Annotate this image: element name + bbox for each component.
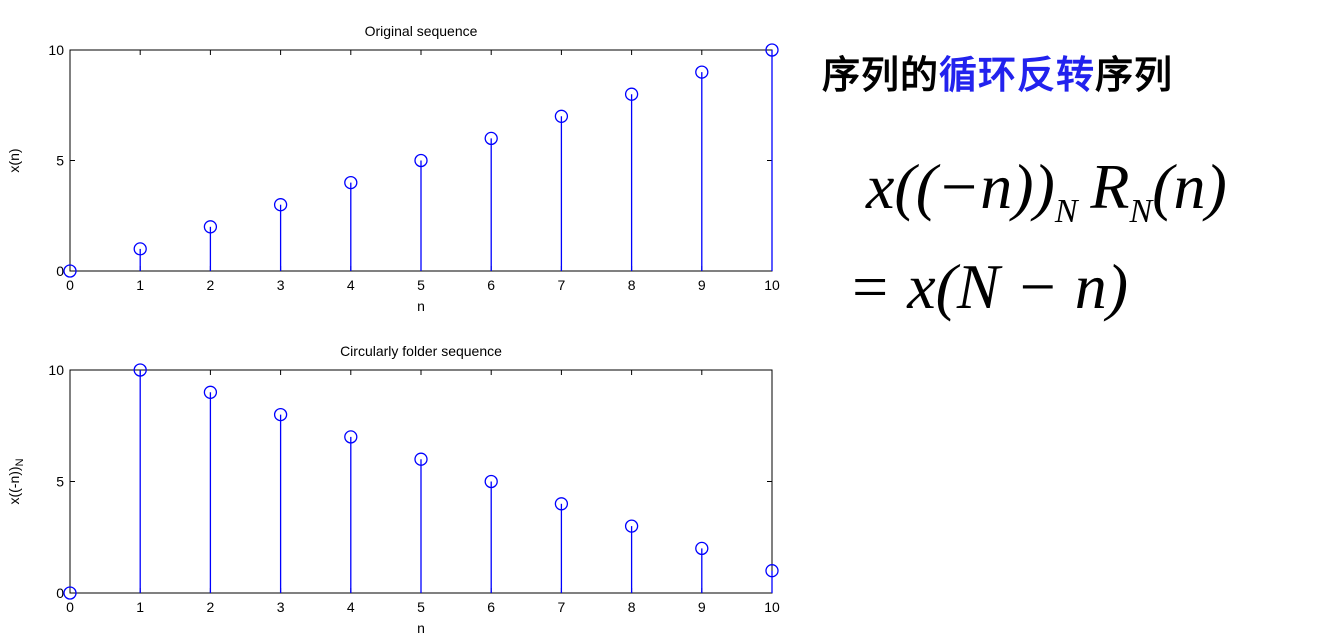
- formula-part-c: (n): [1152, 151, 1227, 222]
- stem-marker: [765, 564, 779, 578]
- y-axis-label: x((-n))N: [6, 458, 26, 504]
- x-tick-label: 9: [698, 277, 706, 293]
- stem-marker: [63, 264, 77, 278]
- stem-marker: [695, 541, 709, 556]
- y-tick-label: 5: [56, 474, 64, 490]
- stem-marker: [344, 430, 358, 444]
- stem-marker: [63, 586, 77, 600]
- stem-marker: [414, 153, 428, 168]
- x-tick-label: 8: [628, 277, 636, 293]
- formula-part-b: R: [1090, 151, 1130, 222]
- stem-marker: [203, 385, 218, 399]
- x-tick-label: 4: [347, 277, 355, 293]
- x-tick-label: 7: [558, 277, 566, 293]
- stem-marker: [554, 109, 569, 123]
- y-tick-label: 0: [56, 263, 64, 279]
- y-tick-label: 10: [48, 42, 64, 58]
- x-tick-label: 10: [764, 277, 780, 293]
- stem-marker: [414, 452, 428, 466]
- heading-highlight: 循环反转: [939, 53, 1096, 97]
- stem-marker: [624, 87, 639, 101]
- formula-line-1: x((−n))N RN(n): [866, 150, 1227, 231]
- stem-marker: [624, 519, 639, 533]
- chart-title: Original sequence: [365, 23, 478, 39]
- heading-suffix: 序列: [1095, 53, 1174, 97]
- x-tick-label: 3: [277, 599, 285, 615]
- stem-marker: [695, 65, 709, 79]
- x-axis-label: n: [417, 298, 425, 314]
- x-tick-label: 1: [136, 277, 144, 293]
- stem-marker: [273, 407, 288, 422]
- formula-line-2: = x(N − n): [848, 250, 1128, 324]
- y-tick-label: 10: [48, 362, 64, 378]
- x-tick-label: 5: [417, 277, 425, 293]
- x-tick-label: 2: [207, 277, 215, 293]
- stem-marker: [344, 175, 358, 190]
- x-tick-label: 0: [66, 599, 74, 615]
- stem-marker: [133, 363, 147, 377]
- stem-marker: [765, 43, 779, 57]
- formula-line-2-text: = x(N − n): [848, 251, 1129, 322]
- y-tick-label: 5: [56, 153, 64, 169]
- heading: 序列的循环反转序列: [822, 44, 1173, 99]
- y-axis-label: x(n): [6, 148, 22, 172]
- y-tick-label: 0: [56, 585, 64, 601]
- stem-marker: [203, 220, 218, 234]
- x-tick-label: 8: [628, 599, 636, 615]
- x-tick-label: 6: [487, 277, 495, 293]
- x-axis-label: n: [417, 620, 425, 636]
- x-tick-label: 9: [698, 599, 706, 615]
- x-tick-label: 0: [66, 277, 74, 293]
- stem-marker: [484, 474, 498, 489]
- x-tick-label: 6: [487, 599, 495, 615]
- x-tick-label: 5: [417, 599, 425, 615]
- chart-2: Circularly folder sequence 0 1 2 3 4 5 6 7 8 9 10 0 5…: [6, 343, 780, 636]
- stem-marker: [484, 131, 498, 146]
- chart-title: Circularly folder sequence: [340, 343, 502, 359]
- x-tick-label: 10: [764, 599, 780, 615]
- stem-marker: [133, 242, 147, 256]
- heading-prefix: 序列的: [822, 53, 940, 97]
- x-tick-label: 4: [347, 599, 355, 615]
- formula-sub-2: N: [1129, 193, 1153, 230]
- x-tick-label: 3: [277, 277, 285, 293]
- formula-sub-1: N: [1054, 193, 1078, 230]
- chart-1: Original sequence 0 1 2 3 4 5 6 7 8 9 10 0 5 10 n x(n): [6, 23, 780, 314]
- x-tick-label: 7: [558, 599, 566, 615]
- formula-part-a: x((−n)): [866, 151, 1055, 222]
- stem-marker: [273, 198, 288, 212]
- stem-marker: [554, 497, 569, 511]
- x-tick-label: 2: [207, 599, 215, 615]
- x-tick-label: 1: [136, 599, 144, 615]
